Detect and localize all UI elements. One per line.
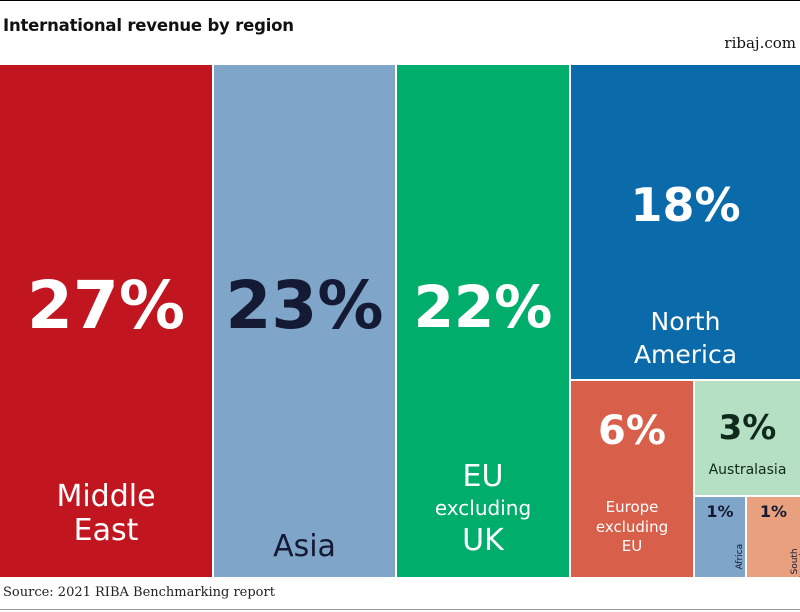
tile-region-label: North America [633, 307, 738, 369]
tile-value-label: 3% [718, 408, 777, 448]
tile-middle-east: 27% Middle East [0, 65, 212, 577]
tile-value-label: 1% [706, 502, 734, 521]
tile-eu-excluding-uk: 22% EU excluding UK [397, 65, 569, 577]
tile-value-label: 23% [225, 267, 384, 344]
tile-region-label: EU excluding UK [434, 459, 532, 558]
tile-europe-excluding-eu: 6% Europe excluding EU [571, 381, 693, 577]
tile-value-label: 6% [598, 408, 666, 454]
tile-region-label: Middle East [56, 479, 156, 548]
source-note: Source: 2021 RIBA Benchmarking report [3, 585, 275, 600]
tile-region-label: Asia [273, 529, 336, 564]
tile-south-america: 1% South America [747, 497, 800, 577]
tile-region-label: Australasia [708, 462, 787, 478]
tile-region-label: Europe excluding EU [595, 498, 669, 555]
tile-australasia: 3% Australasia [695, 381, 800, 495]
brand-label: ribaj.com [724, 34, 796, 52]
tile-africa: 1% Africa [695, 497, 745, 577]
tile-region-label: Africa [735, 543, 745, 570]
tile-region-label: South America [789, 543, 800, 577]
top-rule [0, 0, 800, 1]
bottom-rule [0, 609, 800, 610]
treemap: 27% Middle East 23% Asia 22% EU excluding UK 18%… [0, 65, 800, 577]
chart-title: International revenue by region [3, 16, 294, 35]
tile-value-label: 27% [27, 267, 185, 344]
tile-value-label: 18% [630, 178, 741, 232]
tile-north-america: 18% North America [571, 65, 800, 379]
tile-asia: 23% Asia [214, 65, 395, 577]
tile-value-label: 1% [759, 502, 788, 521]
tile-value-label: 22% [413, 273, 553, 341]
